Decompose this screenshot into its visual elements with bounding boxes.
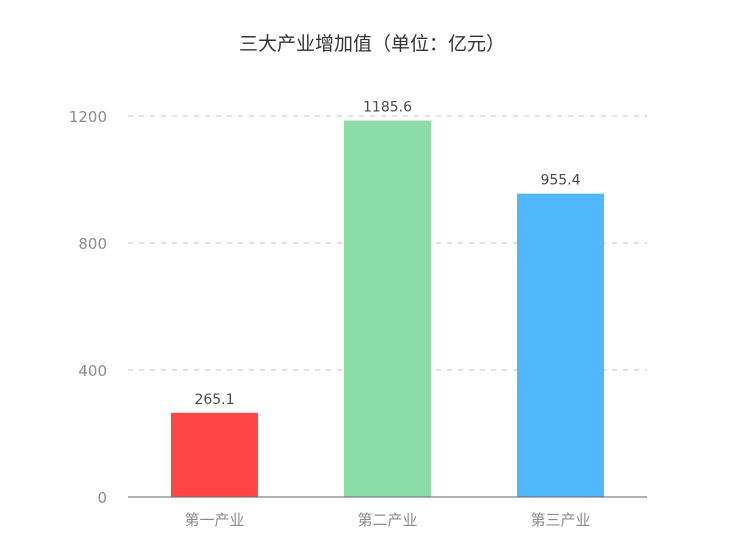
- x-axis-ticks: 第一产业 第二产业 第三产业: [184, 511, 590, 529]
- chart-title: 三大产业增加值（单位：亿元）: [239, 33, 505, 55]
- data-label: 1185.6: [363, 100, 412, 116]
- y-tick-label: 800: [78, 235, 107, 253]
- data-labels: 265.1 1185.6 955.4: [194, 100, 580, 408]
- bar: [344, 120, 431, 498]
- y-axis-ticks: 0 400 800 1200: [69, 108, 107, 507]
- y-tick-label: 1200: [69, 108, 107, 126]
- x-tick-label: 第三产业: [530, 511, 590, 529]
- y-tick-label: 0: [97, 489, 107, 507]
- y-tick-label: 400: [78, 362, 107, 380]
- x-tick-label: 第二产业: [357, 511, 417, 529]
- data-label: 955.4: [540, 173, 580, 189]
- data-label: 265.1: [194, 392, 234, 408]
- x-tick-label: 第一产业: [184, 511, 244, 529]
- bar: [517, 193, 604, 497]
- bars: [171, 120, 604, 498]
- bar: [171, 412, 258, 497]
